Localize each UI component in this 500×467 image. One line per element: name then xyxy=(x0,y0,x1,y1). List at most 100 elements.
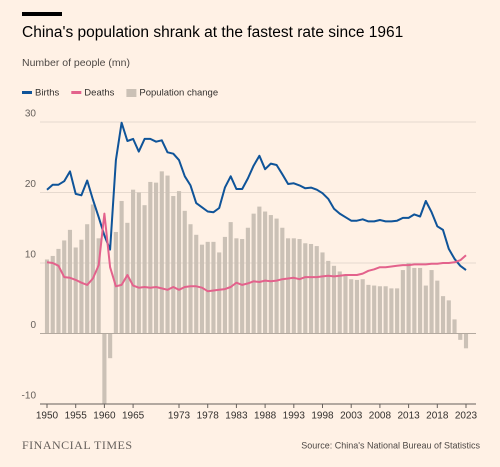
legend-label: Deaths xyxy=(84,88,114,99)
bar xyxy=(429,270,434,334)
bar xyxy=(62,240,67,334)
bar xyxy=(205,241,210,334)
y-tick-label: 10 xyxy=(25,250,37,261)
x-tick-label: 1983 xyxy=(225,411,248,422)
x-tick-label: 2003 xyxy=(340,411,363,422)
bar xyxy=(176,191,182,334)
chart-title: China's population shrank at the fastest… xyxy=(22,24,403,41)
x-tick-label: 2013 xyxy=(397,411,420,422)
source: Source: China's National Bureau of Stati… xyxy=(301,440,480,450)
bar xyxy=(188,224,193,334)
bar xyxy=(297,239,302,334)
bar xyxy=(343,274,348,334)
bar xyxy=(326,260,331,334)
bar xyxy=(56,248,61,334)
bar xyxy=(234,238,239,334)
bar xyxy=(400,270,405,334)
bar xyxy=(372,285,377,334)
bar xyxy=(331,265,337,334)
x-tick-label: 1965 xyxy=(122,411,145,422)
bar xyxy=(79,239,84,334)
bar xyxy=(211,241,216,334)
bar xyxy=(320,252,325,334)
bar xyxy=(446,300,451,334)
bar xyxy=(303,243,308,334)
line-series xyxy=(46,121,467,271)
x-tick-label: 1960 xyxy=(93,411,116,422)
x-tick-label: 1998 xyxy=(311,411,334,422)
bar xyxy=(389,288,394,334)
bar xyxy=(194,234,199,334)
bar xyxy=(136,192,141,334)
y-tick-label: -10 xyxy=(22,391,37,402)
bar xyxy=(159,171,164,334)
bar xyxy=(435,280,440,334)
x-tick-label: 2023 xyxy=(455,411,478,422)
bar xyxy=(148,181,153,334)
bar xyxy=(314,246,319,334)
bar xyxy=(182,210,187,334)
bar xyxy=(257,206,262,334)
x-tick-label: 2018 xyxy=(426,411,449,422)
bar xyxy=(251,213,256,334)
x-tick-label: 2008 xyxy=(369,411,392,422)
bar xyxy=(108,333,113,359)
chart-subtitle: Number of people (mn) xyxy=(22,57,130,69)
bar xyxy=(222,236,227,334)
bar xyxy=(228,222,233,334)
bar xyxy=(452,319,457,334)
y-tick-label: 20 xyxy=(25,179,37,190)
bar xyxy=(125,222,130,334)
bar xyxy=(383,286,388,334)
bar xyxy=(263,211,268,334)
bar xyxy=(113,231,118,334)
bar xyxy=(360,279,365,334)
bar xyxy=(286,238,291,334)
x-tick-label: 1973 xyxy=(168,411,191,422)
title-bar xyxy=(22,12,62,16)
bar xyxy=(418,267,423,334)
bar xyxy=(354,279,360,334)
bar xyxy=(165,175,170,334)
bar xyxy=(50,255,55,334)
x-tick-label: 1988 xyxy=(254,411,277,422)
legend-swatch xyxy=(22,91,32,94)
bar xyxy=(377,286,382,334)
y-tick-label: 30 xyxy=(25,109,37,120)
bar xyxy=(280,227,285,334)
bar xyxy=(119,200,124,334)
legend-label: Births xyxy=(35,88,60,99)
bar xyxy=(366,284,371,334)
bar xyxy=(142,205,147,334)
bar xyxy=(458,333,463,340)
bar xyxy=(440,296,446,334)
x-tick-label: 1978 xyxy=(197,411,220,422)
bar xyxy=(423,285,428,334)
bar xyxy=(44,259,50,334)
bar xyxy=(73,247,78,334)
bar xyxy=(406,263,411,334)
bar xyxy=(349,279,354,334)
legend-swatch xyxy=(126,89,137,97)
x-tick-label: 1955 xyxy=(65,411,88,422)
bar xyxy=(240,239,245,334)
bar xyxy=(90,204,95,334)
branding: FINANCIAL TIMES xyxy=(22,438,133,452)
bar xyxy=(463,333,469,349)
bar xyxy=(171,196,176,334)
bar xyxy=(337,271,342,334)
bar xyxy=(96,238,101,334)
bar xyxy=(67,229,73,334)
bar xyxy=(245,227,250,334)
bar xyxy=(274,218,279,334)
bar xyxy=(395,288,400,334)
x-tick-label: 1993 xyxy=(283,411,306,422)
bar xyxy=(153,182,159,334)
bar xyxy=(268,215,273,334)
bar xyxy=(308,243,314,334)
bar xyxy=(102,333,107,404)
y-tick-label: 0 xyxy=(30,320,36,331)
x-tick-label: 1950 xyxy=(36,411,59,422)
